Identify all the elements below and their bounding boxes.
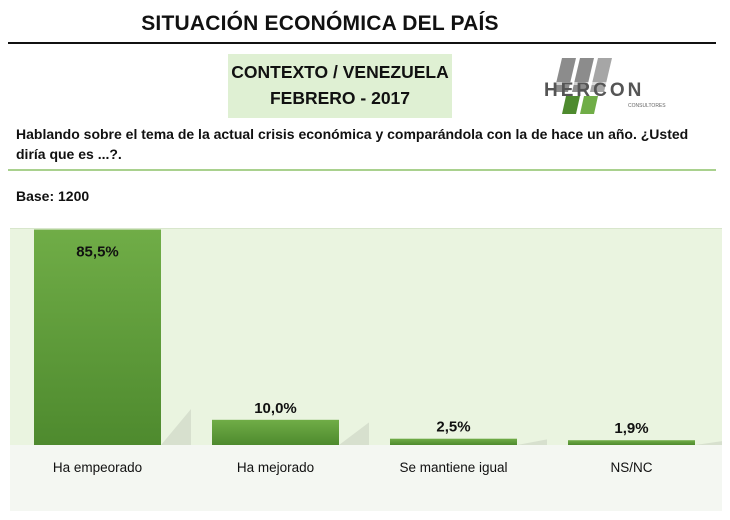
bars-group: 85,5% Ha empeorado 10,0% Ha mejorado 2,5% Se … <box>34 229 722 475</box>
bar-2 <box>390 438 517 445</box>
base-size: Base: 1200 <box>16 188 90 204</box>
context-box: CONTEXTO / VENEZUELA FEBRERO - 2017 <box>228 54 452 118</box>
context-line-1: CONTEXTO / VENEZUELA <box>231 62 449 82</box>
category-label: Ha empeorado <box>53 460 142 475</box>
survey-question: Hablando sobre el tema de la actual cris… <box>16 126 689 162</box>
bar-value-label: 10,0% <box>254 400 297 417</box>
category-label: Se mantiene igual <box>399 460 507 475</box>
chart-panel: 85,5% Ha empeorado 10,0% Ha mejorado 2,5% Se … <box>10 228 722 511</box>
bar-chart: 85,5% Ha empeorado 10,0% Ha mejorado 2,5% Se … <box>34 229 722 475</box>
bar-value-label: 2,5% <box>436 419 470 436</box>
bar-shadow <box>161 409 191 445</box>
hercon-logo: HERCON CONSULTORES <box>544 58 666 114</box>
bar-3 <box>568 440 695 445</box>
bar-0 <box>34 229 161 445</box>
context-line-2: FEBRERO - 2017 <box>269 88 411 108</box>
logo-mark-icon <box>544 58 666 114</box>
logo-tagline: CONSULTORES <box>628 103 666 109</box>
title-divider <box>8 42 716 44</box>
chart-panel-lower <box>10 445 722 511</box>
bar-1 <box>212 419 339 445</box>
category-label: NS/NC <box>610 460 652 475</box>
bar-value-label: 1,9% <box>614 420 648 437</box>
logo-wordmark: HERCON <box>544 80 644 101</box>
bar-shadow <box>517 439 547 445</box>
bar-shadow <box>695 441 722 445</box>
bar-value-label: 85,5% <box>76 244 119 261</box>
category-label: Ha mejorado <box>237 460 314 475</box>
bar-shadow <box>339 422 369 445</box>
question-divider <box>8 169 716 171</box>
page-title: SITUACIÓN ECONÓMICA DEL PAÍS <box>141 12 499 35</box>
